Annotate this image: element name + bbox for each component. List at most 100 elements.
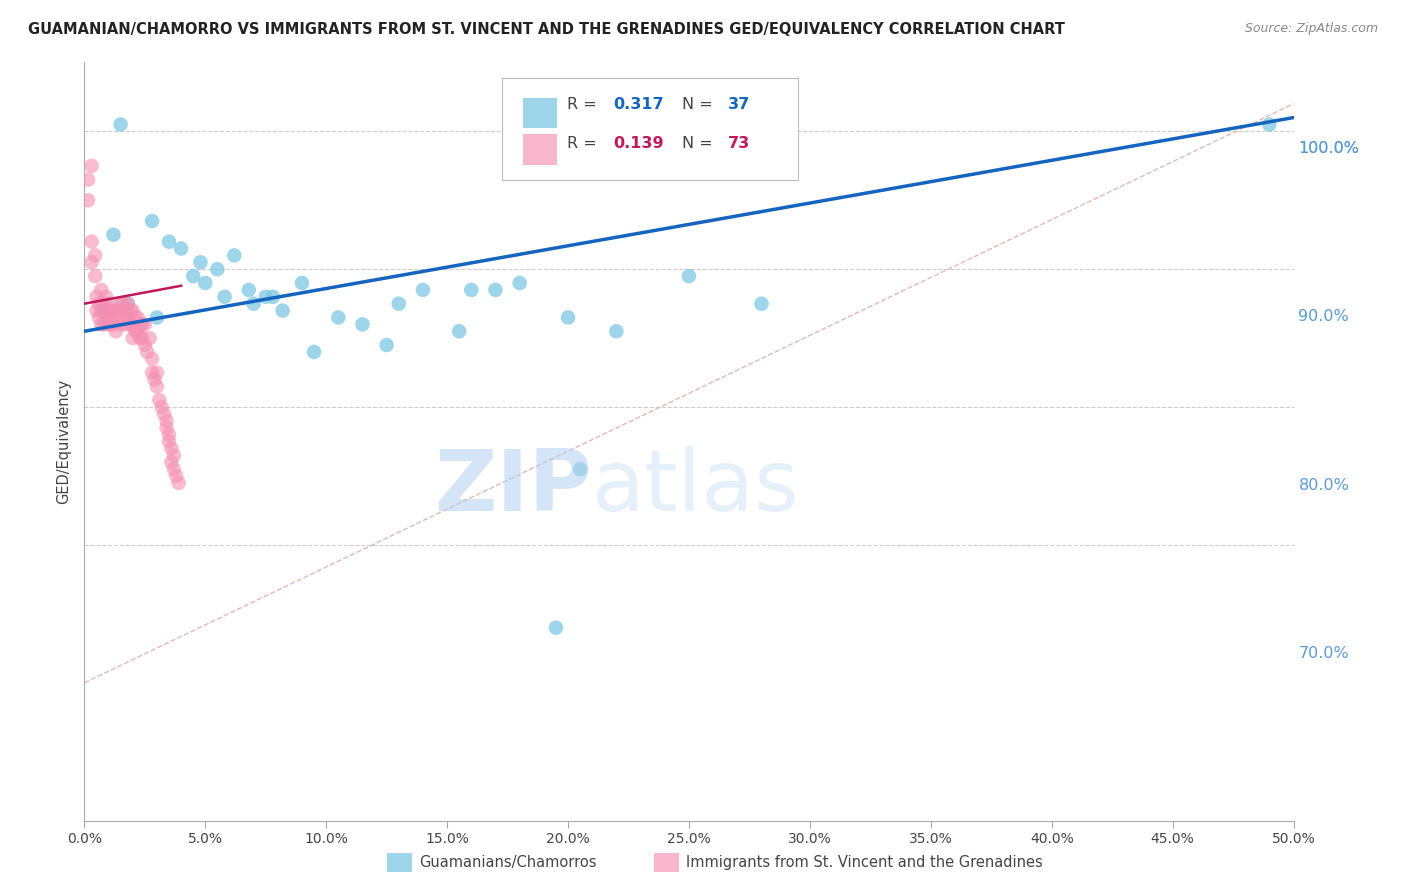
Point (224, 248, 246, 262)
Text: Immigrants from St. Vincent and the Grenadines: Immigrants from St. Vincent and the Gren… (686, 855, 1043, 870)
Point (194, 276, 217, 290)
Text: atlas: atlas (592, 445, 800, 529)
Point (120, 318, 142, 332)
Point (155, 421, 177, 435)
Point (114, 318, 136, 332)
Point (271, 303, 294, 318)
Point (104, 324, 127, 338)
Point (146, 379, 169, 393)
Point (167, 475, 190, 490)
Point (103, 303, 125, 318)
Point (97, 318, 120, 332)
Point (90, 283, 112, 297)
Point (87, 310, 110, 325)
Point (112, 310, 135, 325)
Text: R =: R = (567, 136, 602, 151)
Point (160, 442, 183, 456)
Point (110, 296, 132, 310)
Point (93, 318, 115, 332)
Point (103, 227, 125, 242)
Text: Guamanians/Chamorros: Guamanians/Chamorros (419, 855, 596, 870)
Point (141, 366, 163, 380)
Point (117, 310, 139, 325)
Point (86, 290, 108, 304)
Point (124, 324, 146, 338)
Point (94, 290, 117, 304)
Point (138, 331, 160, 345)
Point (1258, 118, 1281, 132)
Point (84, 269, 107, 284)
Point (544, 621, 567, 635)
Point (484, 283, 506, 297)
Point (97, 303, 120, 318)
Point (121, 318, 143, 332)
Point (262, 290, 284, 304)
Point (129, 331, 152, 345)
Point (150, 400, 173, 414)
Point (110, 118, 132, 132)
Point (110, 303, 132, 318)
Point (121, 331, 143, 345)
Point (214, 290, 236, 304)
Point (160, 455, 183, 469)
Point (412, 283, 434, 297)
FancyBboxPatch shape (502, 78, 797, 180)
Point (129, 318, 152, 332)
Point (449, 324, 471, 338)
Text: GUAMANIAN/CHAMORRO VS IMMIGRANTS FROM ST. VINCENT AND THE GRENADINES GED/EQUIVAL: GUAMANIAN/CHAMORRO VS IMMIGRANTS FROM ST… (28, 22, 1064, 37)
Point (146, 366, 169, 380)
Text: Source: ZipAtlas.com: Source: ZipAtlas.com (1244, 22, 1378, 36)
Point (155, 414, 177, 428)
Point (163, 448, 186, 462)
Point (207, 262, 229, 277)
Text: 0.139: 0.139 (613, 136, 664, 151)
Point (117, 296, 139, 310)
Point (460, 283, 482, 297)
Point (93, 296, 115, 310)
Point (120, 303, 142, 318)
Point (112, 296, 135, 310)
Point (100, 303, 122, 318)
Point (146, 310, 169, 325)
Point (328, 310, 350, 325)
Point (751, 296, 773, 310)
Point (302, 345, 325, 359)
Point (254, 290, 277, 304)
Y-axis label: GED/Equivalency: GED/Equivalency (56, 379, 72, 504)
Point (141, 351, 163, 366)
Point (131, 318, 153, 332)
Point (569, 462, 592, 476)
Point (509, 276, 531, 290)
Point (90, 318, 112, 332)
Point (90, 303, 112, 318)
Point (127, 324, 149, 338)
Point (97, 310, 120, 325)
Point (87, 296, 110, 310)
Point (242, 296, 264, 310)
Point (80, 159, 103, 173)
Point (388, 296, 411, 310)
Point (117, 296, 139, 310)
Point (170, 242, 193, 256)
Point (77, 172, 100, 186)
Text: N =: N = (682, 97, 717, 112)
Point (94, 310, 117, 325)
Point (84, 248, 107, 262)
Point (127, 310, 149, 325)
Point (352, 318, 374, 332)
Point (605, 324, 627, 338)
Point (375, 338, 398, 352)
Point (103, 318, 125, 332)
Point (107, 303, 129, 318)
Point (557, 310, 579, 325)
Point (93, 303, 115, 318)
Point (153, 407, 176, 421)
Point (190, 255, 212, 269)
Point (80, 255, 103, 269)
FancyBboxPatch shape (523, 135, 557, 165)
Point (148, 393, 170, 408)
Point (157, 434, 180, 449)
Point (100, 318, 122, 332)
Point (86, 303, 108, 318)
Point (678, 269, 700, 284)
